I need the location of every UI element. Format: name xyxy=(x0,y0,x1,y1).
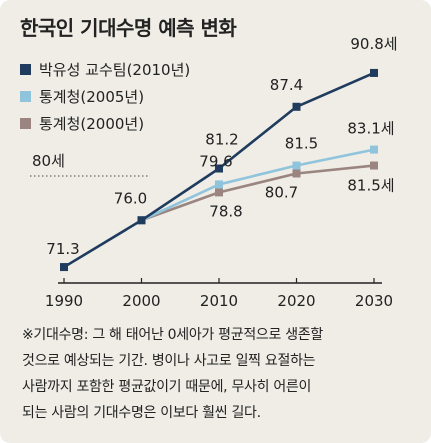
chart-title: 한국인 기대수명 예측 변화 xyxy=(20,16,237,40)
legend-swatch-series-0 xyxy=(20,64,31,75)
data-point-series-2-2030 xyxy=(370,161,378,170)
footnote-line-2: 것으로 예상되는 기간. 병이나 사고로 일찍 요절하는 xyxy=(22,353,316,369)
series-line-2 xyxy=(141,164,375,222)
data-point-series-1-2010 xyxy=(215,180,223,189)
data-label-series-2-2010: 78.8 xyxy=(209,202,242,220)
x-tick-label-2000: 2000 xyxy=(122,292,160,310)
footnote-line-3: 사람까지 포함한 평균값이기 때문에, 무사히 어른이 xyxy=(22,379,312,395)
data-label-series-1-2030: 83.1세 xyxy=(347,120,394,138)
x-tick-label-2030: 2030 xyxy=(355,292,393,310)
legend-item-series-0: 박유성 교수팀(2010년) xyxy=(20,56,190,83)
data-label-series-1-2010: 79.6 xyxy=(199,152,232,170)
data-label-series-1-2020: 81.5 xyxy=(285,135,318,153)
legend-label-series-0: 박유성 교수팀(2010년) xyxy=(39,61,191,79)
data-point-series-2-2020 xyxy=(292,169,301,178)
data-label-series-0-2010: 81.2 xyxy=(205,131,238,149)
legend-label-series-2: 통계청(2000년) xyxy=(39,115,145,133)
legend-swatch-series-1 xyxy=(20,91,31,102)
x-tick-label-2010: 2010 xyxy=(200,292,238,310)
legend-label-series-1: 통계청(2005년) xyxy=(39,88,145,106)
legend: 박유성 교수팀(2010년) 통계청(2005년) 통계청(2000년) xyxy=(20,56,190,137)
footnote: ※기대수명: 그 해 태어난 0세아가 평균적으로 생존할 것으로 예상되는 기… xyxy=(22,322,417,426)
x-tick-label-2020: 2020 xyxy=(277,292,315,310)
legend-item-series-1: 통계청(2005년) xyxy=(20,83,190,110)
legend-item-series-2: 통계청(2000년) xyxy=(20,110,190,137)
data-point-series-2-2010 xyxy=(215,188,223,197)
data-point-series-0-2020 xyxy=(292,102,301,111)
data-label-series-2-2030: 81.5세 xyxy=(347,177,394,195)
data-point-series-1-2030 xyxy=(370,145,378,154)
data-label-series-0-1990: 71.3 xyxy=(46,240,79,258)
data-label-series-0-2020: 87.4 xyxy=(270,76,303,94)
data-point-series-0-1990 xyxy=(60,263,68,272)
data-point-series-1-2020 xyxy=(292,161,301,170)
footnote-line-4: 되는 사람의 기대수명은 이보다 훨씬 길다. xyxy=(22,405,261,421)
reference-line-label: 80세 xyxy=(32,152,65,170)
data-label-series-2-2020: 80.7 xyxy=(265,183,298,201)
data-point-series-0-2030 xyxy=(370,68,378,77)
data-point-series-0-2000 xyxy=(137,216,146,225)
x-tick-label-1990: 1990 xyxy=(45,292,83,310)
legend-swatch-series-2 xyxy=(20,118,31,129)
data-label-series-0-2030: 90.8세 xyxy=(350,35,397,53)
footnote-line-1: ※기대수명: 그 해 태어난 0세아가 평균적으로 생존할 xyxy=(22,327,323,343)
data-point-series-0-2010 xyxy=(215,164,223,173)
data-label-series-0-2000: 76.0 xyxy=(114,189,147,207)
series-line-1 xyxy=(140,148,375,222)
